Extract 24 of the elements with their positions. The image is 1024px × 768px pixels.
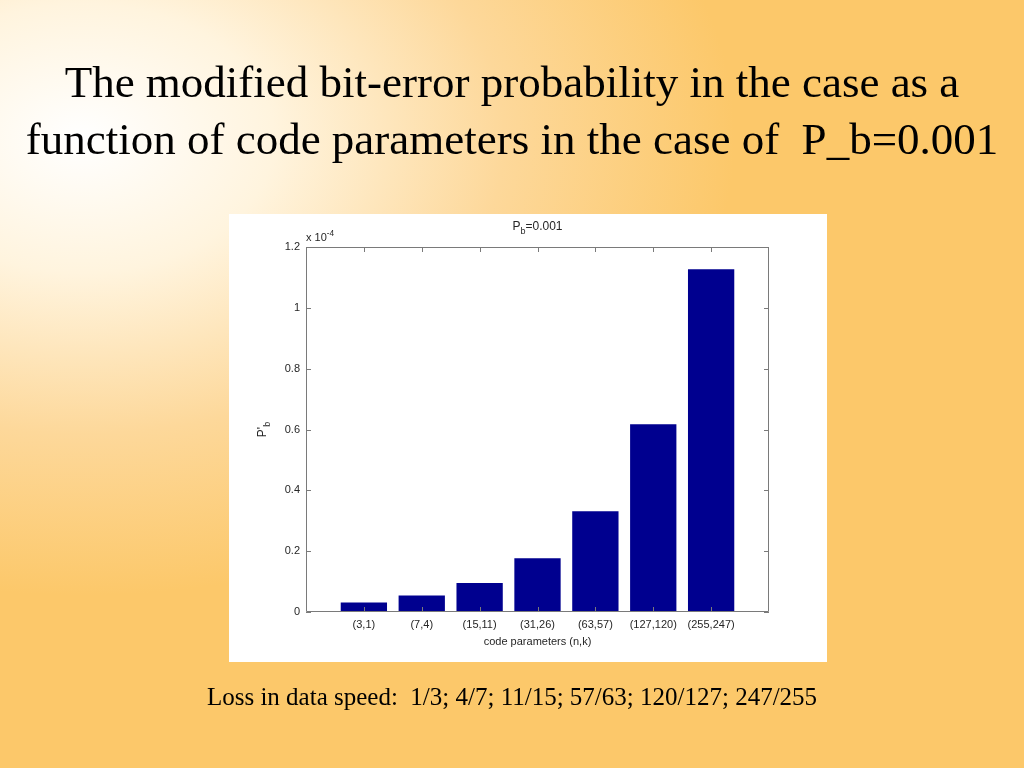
x-tick-label: (31,26) (520, 617, 555, 630)
bar (572, 511, 619, 612)
bar (514, 558, 561, 612)
x-tick-label: (3,1) (352, 617, 376, 630)
x-axis-title: code parameters (n,k) (483, 635, 592, 648)
bar (630, 424, 677, 612)
y-tick-label: 0 (293, 605, 300, 618)
x-tick-label: (7,4) (410, 617, 434, 630)
text: Loss in data speed: 1/3; 4/7; 11/15; 57/63; 120/127; 247/255 (205, 682, 819, 712)
y-tick-label: 1.2 (284, 240, 300, 253)
y-tick-label: 0.6 (284, 422, 300, 435)
x-tick-label: (63,57) (577, 617, 613, 630)
x-tick-label: (127,120) (629, 617, 677, 630)
bar (456, 583, 503, 612)
y-tick-label: 0.4 (284, 483, 300, 496)
bar (398, 595, 445, 612)
bar (687, 269, 735, 612)
y-tick-label: 0.2 (284, 544, 300, 557)
x-tick-label: (15,11) (462, 617, 497, 630)
y-axis-title: P'b (255, 421, 272, 438)
y-tick-label: 0.8 (284, 361, 300, 374)
x-tick-label: (255,247) (687, 617, 735, 630)
y-tick-label: 1 (293, 300, 300, 313)
chart-title: The modified bit-error probability in the case as a function of code parameters in the case of P_b=0.001 (24, 56, 1000, 166)
